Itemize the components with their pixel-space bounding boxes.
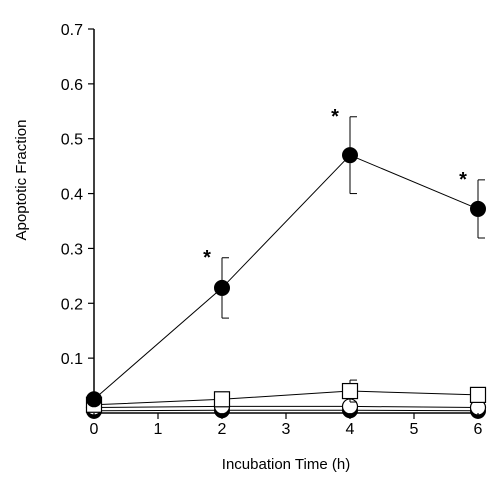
data-point xyxy=(470,200,486,217)
x-tick-label: 5 xyxy=(410,421,419,438)
y-tick-label: 0.3 xyxy=(61,241,83,258)
data-point xyxy=(214,279,230,296)
y-tick-label: 0.4 xyxy=(61,187,83,204)
data-point xyxy=(341,382,359,400)
y-tick-label: 0.7 xyxy=(61,22,83,39)
x-tick-label: 1 xyxy=(154,421,163,438)
series-line xyxy=(93,390,479,406)
x-tick-label: 6 xyxy=(474,421,483,438)
data-point xyxy=(213,391,231,408)
data-point xyxy=(86,391,102,408)
y-tick-label: 0.1 xyxy=(61,351,83,368)
series-line xyxy=(93,409,479,412)
significance-label: * xyxy=(203,247,211,269)
data-point xyxy=(469,386,487,403)
series-line xyxy=(93,154,479,400)
plot-area: * * * xyxy=(85,106,487,419)
data-point xyxy=(342,147,358,164)
significance-label: * xyxy=(459,169,467,191)
y-tick-label: 0.6 xyxy=(61,77,83,94)
y-tick-label: 0.2 xyxy=(61,296,83,313)
x-tick-label: 3 xyxy=(282,421,291,438)
x-tick-label: 0 xyxy=(90,421,99,438)
significance-label: * xyxy=(331,106,339,128)
series-line xyxy=(93,405,479,409)
y-tick-label: 0.5 xyxy=(61,132,83,149)
x-tick-label: 2 xyxy=(218,421,227,438)
x-axis-title: Incubation Time (h) xyxy=(222,456,350,473)
y-axis-title: Apoptotic Fraction xyxy=(13,120,30,241)
x-tick-label: 4 xyxy=(346,421,355,438)
